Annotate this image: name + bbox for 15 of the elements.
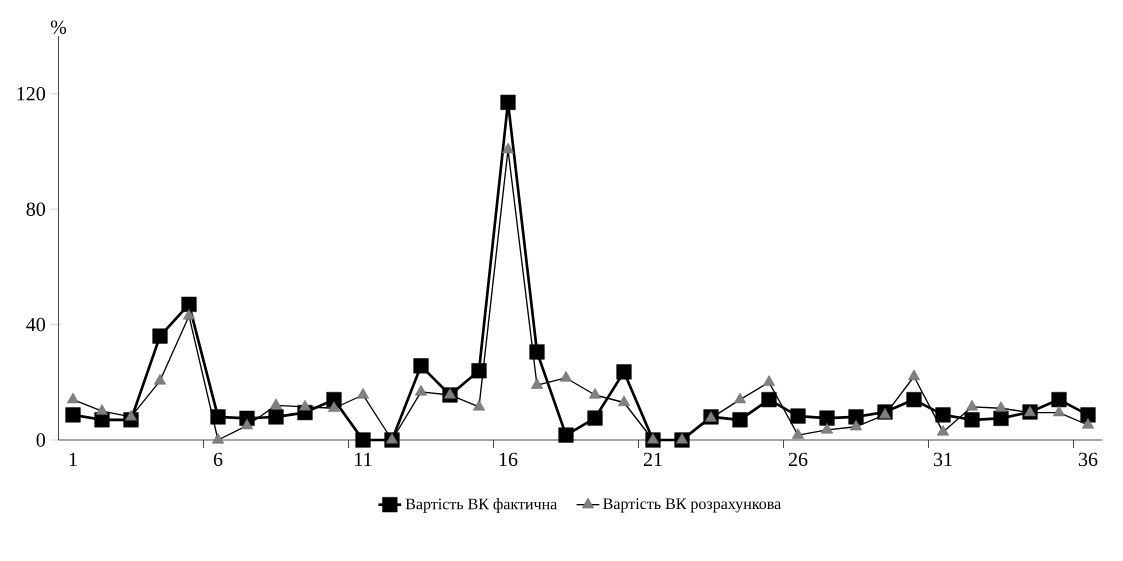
x-tick-label: 21	[643, 452, 662, 466]
x-tick-label: 11	[355, 452, 372, 466]
x-tick-label: 26	[788, 452, 808, 467]
x-tick-label: 1	[69, 452, 77, 466]
y-tick-label: 40	[26, 317, 46, 332]
x-tick-label: 36	[1078, 452, 1098, 467]
legend-label: Вартість ВК фактична	[405, 498, 558, 513]
x-tick-label: 16	[499, 452, 518, 467]
y-tick-label: 120	[17, 86, 46, 101]
legend-label: Вартість ВК розрахункова	[603, 498, 781, 513]
x-tick-label: 6	[213, 452, 223, 467]
y-tick-label: 80	[26, 202, 46, 216]
y-axis-title: %	[50, 20, 67, 34]
y-tick-label: 0	[36, 433, 46, 447]
x-tick-label: 31	[933, 452, 952, 467]
